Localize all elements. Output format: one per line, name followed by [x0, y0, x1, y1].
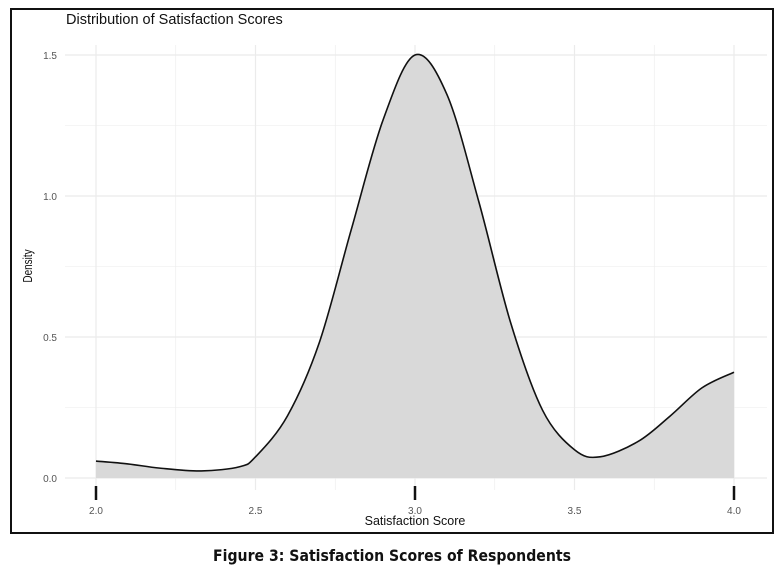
- x-axis-label: Satisfaction Score: [365, 514, 466, 528]
- figure-caption: Figure 3: Satisfaction Scores of Respond…: [213, 546, 571, 565]
- y-tick-label: 0.0: [43, 474, 57, 485]
- x-tick-label: 3.5: [568, 506, 582, 517]
- y-tick-label: 1.0: [43, 192, 57, 203]
- density-area: [96, 54, 734, 479]
- x-tick-label: 2.5: [249, 506, 263, 517]
- figure-frame: [10, 8, 774, 534]
- y-axis-label: Density: [22, 249, 35, 283]
- y-tick-label: 0.5: [43, 333, 57, 344]
- x-tick-label: 3.0: [408, 506, 422, 517]
- density-chart: 2.0 2.5 3.0 3.5 4.0 0.0 0.5 1.0 1.5 Distribution …: [22, 12, 767, 528]
- chart-title: Distribution of Satisfaction Scores: [66, 12, 283, 28]
- density-line: [95, 53, 735, 472]
- x-tick-label: 4.0: [727, 506, 741, 517]
- y-tick-label: 1.5: [43, 51, 57, 62]
- x-tick-label: 2.0: [89, 506, 103, 517]
